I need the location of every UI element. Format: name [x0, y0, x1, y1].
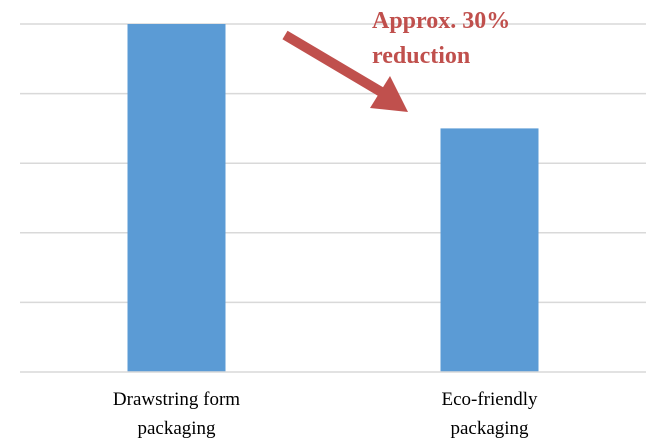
x-axis-labels: Drawstring form packaging Eco-friendly pack…	[113, 389, 538, 439]
x-tick-label-line: Drawstring form	[113, 389, 240, 410]
annotation-line-1: Approx. 30%	[372, 8, 510, 34]
bars	[127, 24, 539, 372]
annotation-text: Approx. 30% reduction	[372, 8, 516, 69]
x-tick-label-line: Eco-friendly	[441, 389, 538, 410]
annotation-line-2: reduction	[372, 43, 470, 69]
x-tick-label: Drawstring form packaging	[113, 389, 240, 439]
x-tick-label-line: packaging	[450, 418, 529, 439]
x-tick-label-line: packaging	[137, 418, 216, 439]
gridlines	[20, 23, 646, 304]
reduction-arrow-head	[370, 76, 408, 112]
reduction-arrow-shaft	[282, 30, 391, 101]
bar-drawstring-form-packaging	[127, 24, 226, 372]
annotation: Approx. 30% reduction	[282, 8, 516, 112]
x-tick-label: Eco-friendly packaging	[441, 389, 538, 439]
bar-eco-friendly-packaging	[440, 128, 539, 372]
